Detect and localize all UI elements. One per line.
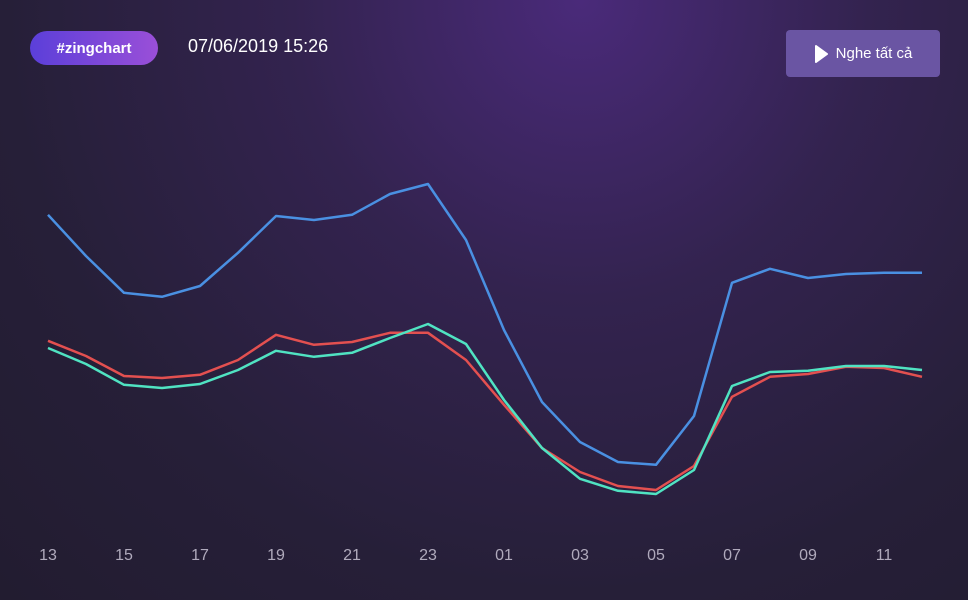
x-tick-label: 19: [267, 547, 285, 564]
x-tick-label: 11: [876, 547, 893, 564]
series-line: [47, 322, 923, 496]
series-line: [47, 182, 922, 467]
badge[interactable]: #zingchart: [30, 31, 158, 65]
x-tick-label: 13: [39, 547, 57, 564]
button-label[interactable]: Nghe tất cả: [835, 45, 913, 62]
play-icon: [814, 44, 828, 63]
x-tick-label: 17: [191, 547, 209, 564]
x-tick-label: 05: [647, 547, 665, 564]
x-tick-label: 15: [115, 547, 133, 564]
x-tick-label: 03: [571, 547, 589, 564]
play-all-button[interactable]: Nghe tất cả: [786, 30, 940, 77]
x-tick-label: 07: [723, 547, 741, 564]
timestamp: 07/06/2019 15:26: [188, 36, 329, 56]
series-line: [47, 331, 923, 492]
x-tick-label: 01: [495, 547, 513, 564]
x-tick-label: 09: [799, 547, 817, 564]
x-tick-label: 23: [419, 547, 437, 564]
x-tick-label: 21: [343, 547, 361, 564]
